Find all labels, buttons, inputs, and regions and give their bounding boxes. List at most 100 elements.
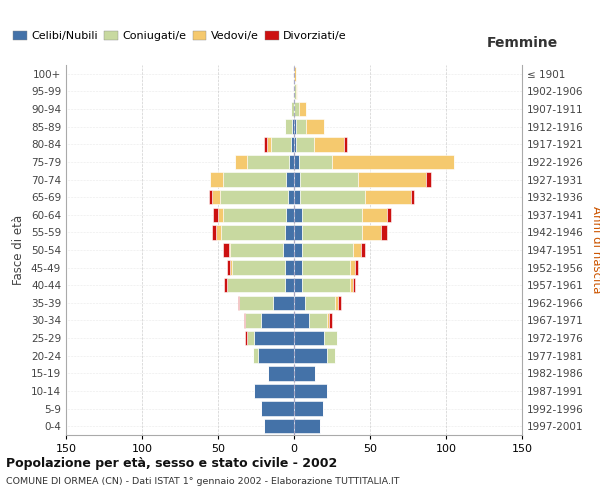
Bar xyxy=(387,208,391,222)
Bar xyxy=(212,225,217,240)
Bar xyxy=(302,260,350,275)
Bar xyxy=(260,314,294,328)
Bar xyxy=(411,190,414,204)
Bar xyxy=(254,384,294,398)
Bar xyxy=(328,314,329,328)
Bar xyxy=(223,172,286,186)
Bar xyxy=(294,66,296,81)
Bar xyxy=(306,120,325,134)
Bar xyxy=(353,243,361,257)
Bar xyxy=(344,137,347,152)
Bar xyxy=(350,278,353,292)
Bar xyxy=(217,225,221,240)
Bar xyxy=(358,172,426,186)
Bar xyxy=(294,260,302,275)
Bar xyxy=(229,243,230,257)
Bar xyxy=(247,154,289,169)
Bar xyxy=(253,348,257,363)
Bar xyxy=(220,190,288,204)
Bar xyxy=(223,208,286,222)
Bar xyxy=(221,225,285,240)
Bar xyxy=(263,419,294,434)
Bar xyxy=(380,225,387,240)
Bar xyxy=(294,154,299,169)
Bar xyxy=(294,331,325,345)
Bar xyxy=(294,120,296,134)
Bar xyxy=(291,102,294,117)
Bar xyxy=(294,384,328,398)
Bar xyxy=(224,278,227,292)
Bar xyxy=(294,137,296,152)
Bar xyxy=(296,120,306,134)
Bar xyxy=(362,225,380,240)
Bar xyxy=(223,243,229,257)
Bar xyxy=(260,402,294,416)
Bar xyxy=(329,314,332,328)
Bar xyxy=(294,102,299,117)
Bar xyxy=(212,190,220,204)
Bar xyxy=(362,208,387,222)
Bar xyxy=(302,243,353,257)
Bar xyxy=(426,172,431,186)
Bar xyxy=(294,190,300,204)
Bar xyxy=(294,419,320,434)
Bar xyxy=(361,243,365,257)
Bar xyxy=(294,243,302,257)
Bar xyxy=(302,225,362,240)
Bar xyxy=(302,208,362,222)
Bar xyxy=(292,120,294,134)
Bar xyxy=(245,331,247,345)
Bar xyxy=(350,260,355,275)
Bar xyxy=(263,137,266,152)
Bar xyxy=(291,137,294,152)
Bar xyxy=(300,172,358,186)
Bar xyxy=(294,366,315,380)
Bar xyxy=(238,296,239,310)
Bar xyxy=(286,208,294,222)
Bar xyxy=(305,296,335,310)
Bar xyxy=(218,208,223,222)
Bar xyxy=(254,331,294,345)
Bar xyxy=(299,102,306,117)
Bar xyxy=(294,84,296,98)
Bar xyxy=(273,296,294,310)
Bar xyxy=(286,172,294,186)
Bar xyxy=(285,225,294,240)
Bar xyxy=(211,172,223,186)
Bar xyxy=(328,348,335,363)
Bar xyxy=(289,154,294,169)
Bar xyxy=(294,278,302,292)
Bar xyxy=(294,172,300,186)
Bar xyxy=(227,278,285,292)
Bar xyxy=(227,260,230,275)
Bar xyxy=(232,260,285,275)
Y-axis label: Fasce di età: Fasce di età xyxy=(13,215,25,285)
Bar xyxy=(271,137,291,152)
Bar xyxy=(268,366,294,380)
Bar xyxy=(239,296,273,310)
Bar xyxy=(296,137,314,152)
Bar xyxy=(214,208,218,222)
Bar xyxy=(300,190,365,204)
Bar xyxy=(355,260,358,275)
Bar xyxy=(353,278,355,292)
Bar xyxy=(325,331,337,345)
Bar xyxy=(294,296,305,310)
Bar xyxy=(266,137,271,152)
Bar xyxy=(302,278,350,292)
Bar xyxy=(294,225,302,240)
Bar xyxy=(335,296,338,310)
Bar xyxy=(257,348,294,363)
Bar xyxy=(294,314,309,328)
Bar xyxy=(294,208,302,222)
Bar xyxy=(299,154,332,169)
Bar xyxy=(230,243,283,257)
Text: Popolazione per età, sesso e stato civile - 2002: Popolazione per età, sesso e stato civil… xyxy=(6,458,337,470)
Bar xyxy=(309,314,328,328)
Bar xyxy=(245,314,260,328)
Bar xyxy=(235,154,247,169)
Bar xyxy=(209,190,212,204)
Text: Femmine: Femmine xyxy=(487,36,557,50)
Y-axis label: Anni di nascita: Anni di nascita xyxy=(590,206,600,294)
Bar xyxy=(285,278,294,292)
